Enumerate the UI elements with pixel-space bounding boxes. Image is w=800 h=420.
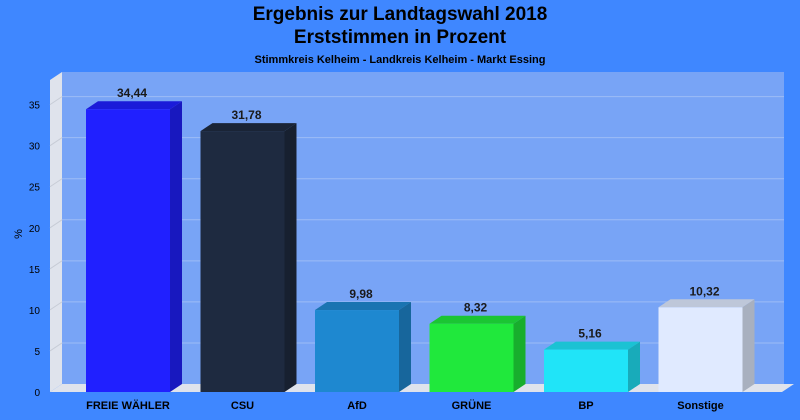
x-tick-label: BP: [578, 400, 593, 412]
bar-top: [658, 299, 755, 308]
gridline-side: [49, 178, 63, 188]
x-tick-label: AfD: [347, 400, 367, 412]
bar-side: [513, 315, 526, 392]
data-label: 10,32: [689, 284, 719, 298]
gridline-side: [49, 301, 63, 311]
y-tick-label: 0: [34, 388, 40, 399]
x-tick-label: FREIE WÄHLER: [86, 399, 170, 412]
gridline-side: [49, 137, 63, 147]
x-tick-label: CSU: [231, 400, 254, 412]
chart-subsubtitle: Stimmkreis Kelheim - Landkreis Kelheim -…: [254, 54, 546, 66]
bar-group: 34,44 FREIE WÄHLER: [86, 86, 182, 412]
gridline-side: [49, 96, 63, 106]
gridline-side: [49, 260, 63, 270]
x-tick-label: Sonstige: [677, 400, 723, 412]
chart-title: Ergebnis zur Landtagswahl 2018: [252, 4, 548, 25]
bar-side: [399, 302, 411, 392]
data-label: 31,78: [231, 108, 261, 122]
plot-left-wall: [50, 72, 62, 392]
y-tick-label: 25: [29, 183, 41, 194]
bar: [315, 310, 399, 392]
bar-side: [742, 299, 755, 392]
bar-side: [170, 101, 182, 392]
bar-group: 10,32 Sonstige: [658, 284, 755, 412]
data-label: 34,44: [117, 86, 147, 100]
y-tick-label: 35: [29, 101, 41, 112]
bar: [429, 323, 514, 392]
bar-top: [86, 101, 182, 110]
x-tick-label: GRÜNE: [452, 399, 492, 412]
data-label: 9,98: [349, 287, 373, 301]
y-tick-label: 20: [29, 224, 41, 235]
bar: [544, 349, 628, 392]
data-label: 8,32: [464, 301, 488, 315]
bar-side: [284, 123, 297, 393]
bar: [86, 109, 170, 392]
y-axis-label: %: [13, 229, 25, 239]
bar-top: [429, 315, 526, 324]
gridline-side: [49, 219, 63, 229]
y-tick-label: 10: [29, 306, 41, 317]
bar: [200, 131, 285, 393]
bar-group: 5,16 BP: [544, 327, 640, 412]
bar-top: [544, 341, 640, 350]
bar: [658, 307, 743, 392]
bar-top: [315, 302, 411, 311]
gridline-side: [49, 342, 63, 352]
bar-group: 8,32 GRÜNE: [429, 301, 526, 412]
data-label: 5,16: [578, 327, 602, 341]
y-tick-label: 30: [29, 142, 41, 153]
bar-group: 9,98 AfD: [315, 287, 411, 412]
bar-group: 31,78 CSU: [200, 108, 297, 412]
bar-top: [200, 123, 297, 132]
y-tick-label: 5: [34, 347, 40, 358]
bar-side: [628, 341, 640, 392]
chart-subtitle: Erststimmen in Prozent: [293, 27, 507, 48]
y-tick-label: 15: [29, 265, 41, 276]
